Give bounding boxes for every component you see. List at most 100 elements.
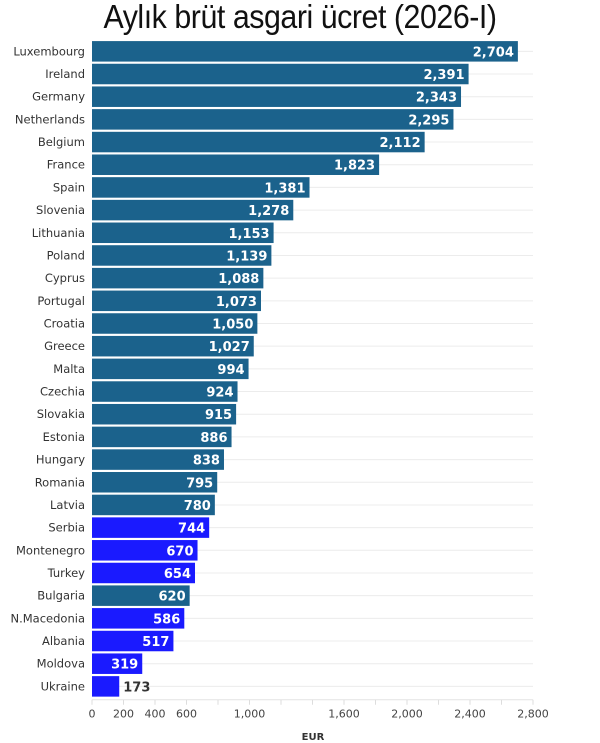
- bar-slovakia: [92, 403, 237, 425]
- bar-lithuania: [92, 222, 274, 244]
- value-label: 915: [205, 408, 232, 423]
- x-tick-label: 0: [89, 708, 96, 721]
- category-label: Slovenia: [36, 203, 85, 217]
- value-label: 744: [178, 522, 205, 537]
- category-label: Croatia: [44, 317, 85, 331]
- bar-ukraine: [92, 676, 120, 697]
- category-label: Montenegro: [16, 543, 85, 557]
- value-label: 654: [164, 567, 191, 582]
- bar-france: [92, 154, 380, 175]
- category-label: Cyprus: [45, 271, 85, 285]
- category-label: Moldova: [37, 657, 85, 671]
- category-label: Belgium: [38, 135, 85, 149]
- value-label: 886: [200, 431, 227, 446]
- bar-turkey: [92, 562, 196, 584]
- x-axis-title: EUR: [302, 732, 325, 743]
- bars: [92, 41, 518, 697]
- bar-germany: [92, 86, 462, 107]
- bar-montenegro: [92, 540, 198, 561]
- x-tick-label: 2,000: [391, 708, 423, 721]
- category-label: Turkey: [47, 566, 86, 580]
- chart-title: Aylık brüt asgari ücret (2026-I): [103, 0, 497, 35]
- category-label: Hungary: [36, 453, 85, 467]
- value-label: 2,295: [408, 113, 449, 128]
- category-label: Germany: [32, 90, 85, 104]
- value-label: 2,704: [473, 45, 514, 60]
- bar-spain: [92, 177, 310, 198]
- category-label: Portugal: [37, 294, 85, 308]
- category-label: France: [47, 158, 85, 172]
- bar-serbia: [92, 517, 210, 538]
- x-tick-label: 2,400: [454, 708, 486, 721]
- value-label: 795: [186, 476, 213, 491]
- bar-romania: [92, 472, 218, 493]
- x-tick-label: 600: [176, 708, 197, 721]
- bar-netherlands: [92, 109, 454, 130]
- value-label: 838: [193, 454, 220, 469]
- value-label: 1,073: [216, 295, 257, 310]
- value-label: 670: [166, 544, 193, 559]
- category-label: Bulgaria: [37, 589, 85, 603]
- bar-ireland: [92, 63, 469, 85]
- value-label: 2,112: [380, 136, 421, 151]
- bar-n-macedonia: [92, 608, 185, 629]
- bar-luxembourg: [92, 41, 518, 62]
- value-label: 586: [153, 612, 180, 627]
- value-label: 517: [142, 635, 169, 650]
- bar-portugal: [92, 290, 261, 312]
- bar-poland: [92, 245, 272, 266]
- bar-greece: [92, 335, 254, 357]
- x-tick-label: 2,800: [517, 708, 549, 721]
- category-label: Albania: [42, 634, 85, 648]
- bar-bulgaria: [92, 585, 190, 606]
- value-label: 1,153: [228, 227, 269, 242]
- category-label: Czechia: [40, 385, 85, 399]
- x-axis: 0 200 400 600 1,000 1,600 2,000 2,400 2,800: [89, 699, 549, 721]
- category-label: Spain: [53, 180, 85, 194]
- bar-croatia: [92, 313, 258, 334]
- category-label: Slovakia: [37, 407, 85, 421]
- x-tick-label: 1,000: [234, 708, 266, 721]
- category-label: Lithuania: [32, 226, 85, 240]
- bar-slovenia: [92, 199, 294, 221]
- bar-albania: [92, 630, 174, 652]
- value-label: 994: [217, 363, 244, 378]
- category-label: Luxembourg: [13, 44, 85, 58]
- value-label: 924: [206, 386, 233, 401]
- bar-malta: [92, 358, 249, 380]
- category-label: Greece: [44, 339, 85, 353]
- category-label: Latvia: [50, 498, 85, 512]
- value-label: 1,381: [264, 181, 305, 196]
- value-label: 1,278: [248, 204, 289, 219]
- value-label: 1,027: [209, 340, 250, 355]
- category-label: N.Macedonia: [11, 611, 86, 625]
- value-label: 2,343: [416, 91, 457, 106]
- category-label: Malta: [53, 362, 85, 376]
- bar-moldova: [92, 653, 143, 674]
- value-label: 1,139: [226, 249, 267, 264]
- bar-cyprus: [92, 267, 264, 289]
- bar-estonia: [92, 426, 232, 448]
- category-label: Serbia: [48, 521, 85, 535]
- value-label: 173: [123, 680, 150, 695]
- x-tick-label: 200: [113, 708, 134, 721]
- category-label: Ukraine: [41, 679, 85, 693]
- category-label: Ireland: [45, 67, 85, 81]
- value-labels: 2,704 2,391 2,343 2,295 2,112 1,823 1,381 1,278…: [111, 45, 514, 695]
- bar-belgium: [92, 131, 425, 153]
- value-label: 319: [111, 658, 138, 673]
- category-label: Netherlands: [15, 112, 85, 126]
- category-label: Poland: [47, 248, 85, 262]
- value-label: 1,088: [218, 272, 259, 287]
- category-labels: Luxembourg Ireland Germany Netherlands Belgi…: [11, 44, 86, 693]
- bar-hungary: [92, 449, 224, 470]
- x-tick-label: 1,600: [328, 708, 360, 721]
- category-label: Romania: [35, 475, 85, 489]
- bar-czechia: [92, 381, 238, 402]
- value-label: 2,391: [423, 68, 464, 83]
- value-label: 620: [159, 590, 186, 605]
- value-label: 1,050: [212, 318, 253, 333]
- value-label: 1,823: [334, 159, 375, 174]
- category-label: Estonia: [43, 430, 85, 444]
